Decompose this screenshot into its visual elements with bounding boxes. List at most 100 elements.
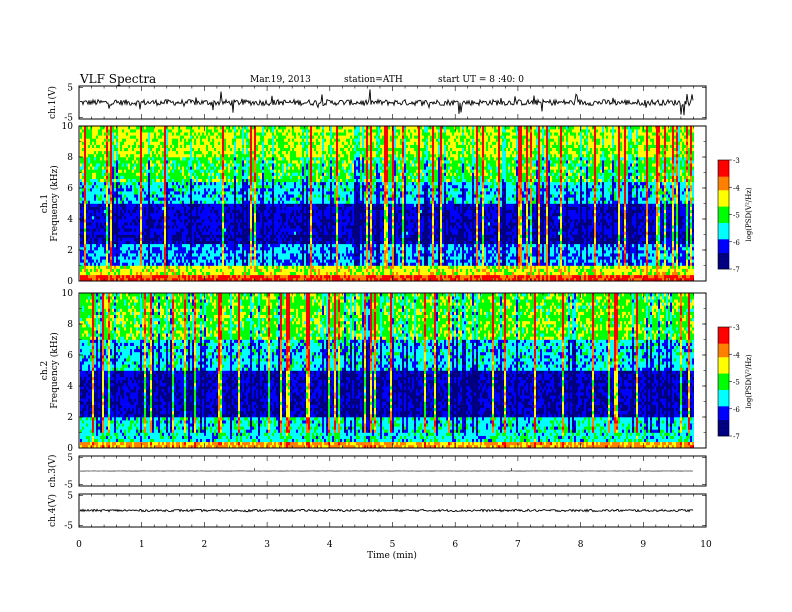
spectrogram-cell [166, 253, 168, 256]
spectrogram-cell [86, 244, 88, 247]
spectrogram-cell [214, 253, 216, 256]
spectrogram-cell [180, 166, 182, 169]
spectrogram-cell [118, 182, 120, 185]
spectrogram-cell [204, 197, 206, 200]
spectrogram-cell [90, 166, 92, 169]
spectrogram-cell [244, 219, 246, 222]
spectrogram-cell [266, 259, 268, 262]
spectrogram-cell [198, 191, 200, 194]
spectrogram-cell [206, 132, 208, 135]
spectrogram-cell [234, 219, 236, 222]
spectrogram-cell [232, 132, 234, 135]
spectrogram-cell [244, 207, 246, 210]
spectrogram-cell [158, 219, 160, 222]
spectrogram-cell [130, 272, 132, 275]
spectrogram-cell [122, 148, 124, 151]
spectrogram-cell [180, 247, 182, 250]
vlf-spectra-figure: VLF Spectra Mar.19, 2013 station=ATH sta… [0, 0, 792, 612]
spectrogram-cell [208, 238, 210, 241]
spectrogram-cell [248, 269, 250, 272]
spectrogram-cell [244, 169, 246, 172]
spectrogram-cell [92, 129, 94, 132]
spectrogram-cell [142, 200, 144, 203]
spectrogram-cell [198, 269, 200, 272]
spectrogram-cell [128, 222, 130, 225]
spectrogram-cell [242, 250, 244, 253]
spectrogram-cell [138, 250, 140, 253]
spectrogram-cell [128, 256, 130, 259]
spectrogram-cell [194, 145, 196, 148]
spectrogram-cell [120, 129, 122, 132]
spectrogram-cell [126, 197, 128, 200]
spectrogram-cell [180, 269, 182, 272]
spectrogram-cell [120, 275, 122, 278]
spectrogram-cell [180, 256, 182, 259]
spectrogram-cell [142, 253, 144, 256]
spectrogram-cell [172, 154, 174, 157]
spectrogram-cell [160, 207, 162, 210]
spectrogram-cell [258, 188, 260, 191]
spectrogram-cell [162, 222, 164, 225]
spectrogram-cell [102, 213, 104, 216]
spectrogram-cell [264, 160, 266, 163]
spectrogram-cell [120, 250, 122, 253]
spectrogram-cell [226, 275, 228, 278]
spectrogram-cell [104, 225, 106, 228]
spectrogram-cell [112, 259, 114, 262]
spectrogram-cell [112, 262, 114, 265]
spectrogram-cell [126, 259, 128, 262]
spectrogram-cell [212, 151, 214, 154]
spectrogram-cell [248, 253, 250, 256]
spectrogram-cell [104, 173, 106, 176]
spectrogram-cell [246, 256, 248, 259]
spectrogram-cell [232, 169, 234, 172]
spectrogram-cell [142, 176, 144, 179]
spectrogram-cell [270, 135, 272, 138]
spectrogram-cell [84, 266, 86, 269]
spectrogram-cell [176, 188, 178, 191]
spectrogram-cell [126, 216, 128, 219]
spectrogram-cell [232, 129, 234, 132]
spectrogram-cell [184, 244, 186, 247]
spectrogram-cell [96, 216, 98, 219]
spectrogram-cell [130, 250, 132, 253]
spectrogram-cell [106, 207, 108, 210]
spectrogram-cell [194, 154, 196, 157]
spectrogram-cell [130, 241, 132, 244]
spectrogram-cell [88, 219, 90, 222]
spectrogram-cell [168, 200, 170, 203]
spectrogram-cell [176, 213, 178, 216]
spectrogram-cell [114, 166, 116, 169]
spectrogram-cell [128, 157, 130, 160]
spectrogram-cell [114, 191, 116, 194]
spectrogram-cell [140, 188, 142, 191]
spectrogram-cell [206, 272, 208, 275]
spectrogram-cell [250, 228, 252, 231]
spectrogram-cell [272, 244, 274, 247]
spectrogram-cell [172, 169, 174, 172]
spectrogram-cell [256, 179, 258, 182]
spectrogram-cell [190, 275, 192, 278]
spectrogram-cell [272, 191, 274, 194]
spectrogram-cell [210, 216, 212, 219]
spectrogram-cell [144, 235, 146, 238]
spectrogram-cell [158, 151, 160, 154]
spectrogram-cell [266, 225, 268, 228]
spectrogram-cell [258, 138, 260, 141]
spectrogram-cell [138, 182, 140, 185]
spectrogram-cell [156, 262, 158, 265]
spectrogram-cell [90, 157, 92, 160]
spectrogram-cell [214, 244, 216, 247]
spectrogram-cell [94, 247, 96, 250]
spectrogram-cell [156, 210, 158, 213]
spectrogram-cell [214, 126, 216, 129]
spectrogram-cell [228, 154, 230, 157]
spectrogram-cell [268, 138, 270, 141]
spectrogram-cell [264, 176, 266, 179]
spectrogram-cell [256, 129, 258, 132]
spectrogram-cell [202, 166, 204, 169]
spectrogram-cell [120, 241, 122, 244]
spectrogram-cell [218, 213, 220, 216]
spectrogram-cell [152, 154, 154, 157]
spectrogram-cell [132, 272, 134, 275]
